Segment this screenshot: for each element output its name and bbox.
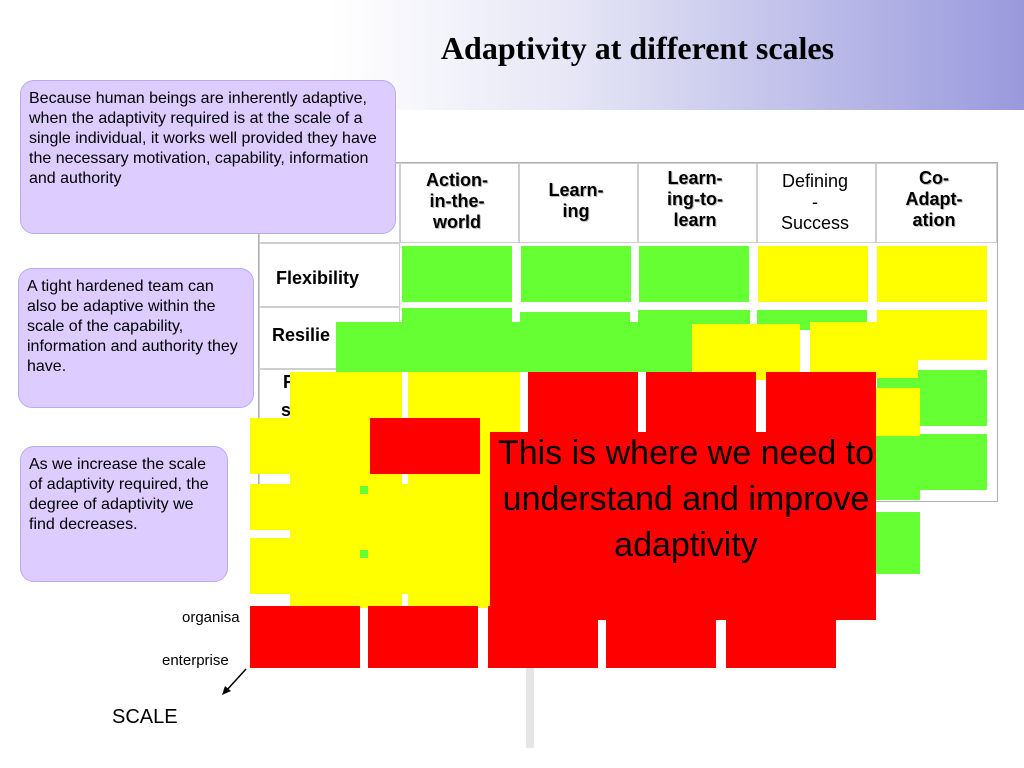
scale-label-organisation: organisa (182, 609, 240, 626)
enterprise-layer-block (490, 432, 876, 620)
callout-text: This is where we need to understand and … (497, 434, 875, 564)
title-banner (330, 0, 1024, 110)
enterprise-layer-block (606, 606, 716, 668)
note-team: A tight hardened team can also be adapti… (18, 268, 254, 408)
header-learning: Learn-ing (548, 180, 604, 221)
organisation-layer-block (766, 372, 876, 432)
cell-flexibility-co-adaptation (877, 246, 987, 302)
enterprise-layer-block (250, 484, 362, 530)
team-layer-block (692, 324, 800, 380)
team-layer-block (520, 312, 630, 332)
organisation-layer-block (528, 372, 638, 432)
enterprise-layer-block (250, 538, 362, 594)
header-defining-success: Defining - Success (780, 171, 850, 233)
enterprise-layer-block (362, 484, 490, 594)
row-label-resilience: Resilie (272, 325, 331, 345)
header-cell (519, 163, 638, 243)
enterprise-layer-block (368, 606, 478, 668)
scale-label-enterprise: enterprise (162, 652, 229, 669)
cell-flexibility-defining-success (758, 246, 868, 302)
cell-flexibility-learning (521, 246, 631, 302)
enterprise-layer-block (250, 418, 362, 474)
row-label-s: s (281, 400, 292, 420)
cell-flexibility-learning-to-learn (639, 246, 749, 302)
header-co-adaptation: Co- Adapt-ation (905, 168, 963, 230)
organisation-layer-block (370, 418, 480, 474)
header-action-in-the-world: Action-in-the-world (426, 170, 488, 232)
enterprise-layer-block (726, 606, 836, 668)
header-cell (638, 163, 757, 243)
team-layer-block (402, 308, 512, 328)
team-layer-block (810, 322, 918, 378)
enterprise-layer-block (488, 606, 598, 668)
enterprise-layer-block (360, 486, 368, 494)
header-cell (757, 163, 876, 243)
page-title: Adaptivity at different scales (440, 30, 835, 66)
organisation-layer-block (646, 372, 756, 432)
cell-flexibility-action (402, 246, 512, 302)
header-cell (876, 163, 997, 243)
enterprise-layer-block (360, 550, 368, 558)
team-layer-block (336, 322, 696, 372)
header-learning-to-learn: Learn-ing-to-learn (667, 168, 723, 230)
enterprise-layer-block (250, 606, 360, 668)
row-label-flexibility: Flexibility (276, 268, 360, 288)
note-scale: As we increase the scale of adaptivity r… (20, 446, 228, 582)
scale-axis-label: SCALE (112, 706, 178, 728)
scale-arrow-icon (222, 668, 247, 695)
header-cell (400, 163, 519, 243)
row-cell (259, 243, 400, 307)
note-individual: Because human beings are inherently adap… (20, 80, 396, 234)
